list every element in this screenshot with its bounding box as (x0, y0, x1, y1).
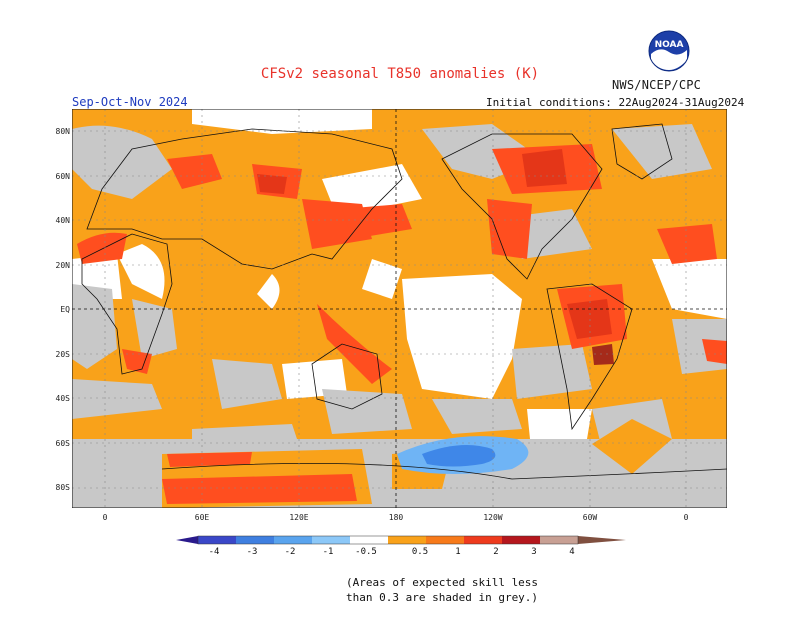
neutral-regions (72, 109, 727, 469)
skill-note-line2: than 0.3 are shaded in grey.) (346, 591, 539, 604)
colorbar-label-3: 3 (531, 547, 537, 557)
lat-label-60s: 60S (55, 439, 70, 448)
colorbar (176, 535, 626, 545)
colorbar-seg-3 (502, 536, 540, 544)
colorbar-label-minus05: -0.5 (355, 547, 377, 557)
colorbar-seg-minus1 (274, 536, 312, 544)
lon-label-60e: 60E (194, 513, 210, 522)
lat-label-20s: 20S (55, 350, 70, 359)
colorbar-label-4: 4 (569, 547, 575, 557)
lon-label-60w: 60W (582, 513, 598, 522)
extreme-anomaly-regions (592, 344, 614, 365)
lat-label-80s: 80S (55, 483, 70, 492)
colorbar-label-minus3: -3 (246, 547, 258, 557)
lat-label-40s: 40S (55, 394, 70, 403)
lat-label-40n: 40N (55, 216, 70, 225)
skill-note-line1: (Areas of expected skill less (346, 576, 539, 589)
colorbar-seg-05 (388, 536, 426, 544)
lon-label-120w: 120W (483, 513, 503, 522)
lon-label-0-east: 0 (683, 513, 689, 522)
map-title: CFSv2 seasonal T850 anomalies (K) (260, 66, 540, 82)
colorbar-label-minus2: -2 (284, 547, 296, 557)
colorbar-seg-2 (464, 536, 502, 544)
colorbar-seg-1 (426, 536, 464, 544)
lat-label-20n: 20N (55, 261, 70, 270)
lat-label-80n: 80N (55, 127, 70, 136)
initial-conditions-label: Initial conditions: 22Aug2024-31Aug2024 (486, 96, 745, 109)
lon-label-0: 0 (102, 513, 108, 522)
colorbar-label-minus4: -4 (208, 547, 220, 557)
lat-label-eq: EQ (60, 305, 70, 314)
colorbar-arrow-min (176, 536, 198, 544)
negative-anomaly-region (397, 436, 529, 474)
logo-text: NOAA (655, 40, 684, 50)
colorbar-arrow-max (578, 536, 626, 544)
colorbar-seg-minus05 (312, 536, 350, 544)
colorbar-label-minus1: -1 (322, 547, 334, 557)
coastlines (81, 123, 727, 480)
lat-label-60n: 60N (55, 172, 70, 181)
colorbar-label-1: 1 (455, 547, 461, 557)
colorbar-seg-minus3 (198, 536, 236, 544)
lon-label-180: 180 (388, 513, 404, 522)
colorbar-label-05: 0.5 (411, 547, 429, 557)
lon-label-120e: 120E (289, 513, 309, 522)
anomaly-map (72, 109, 727, 508)
reference-lines (72, 109, 727, 508)
colorbar-seg-neutral (350, 536, 388, 544)
grid-lines (72, 109, 727, 508)
colorbar-label-2: 2 (493, 547, 499, 557)
agency-label: NWS/NCEP/CPC (612, 78, 702, 92)
season-label: Sep-Oct-Nov 2024 (72, 95, 188, 109)
noaa-logo: NOAA (648, 30, 690, 72)
colorbar-seg-4 (540, 536, 578, 544)
colorbar-seg-minus2 (236, 536, 274, 544)
